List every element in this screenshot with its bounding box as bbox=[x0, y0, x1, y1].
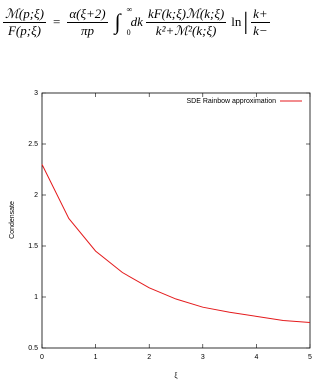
eq-text: ln bbox=[231, 14, 242, 29]
fraction: ℳ(p;ξ) F(p;ξ) bbox=[3, 6, 46, 39]
legend-label: SDE Rainbow approximation bbox=[187, 98, 277, 105]
eq-text: = bbox=[52, 14, 61, 29]
eq-text: kF(k;ξ)ℳ(k;ξ) bbox=[145, 5, 227, 23]
x-tick-label: 5 bbox=[308, 354, 312, 361]
eq-text: k+ bbox=[251, 5, 270, 23]
plot-frame bbox=[41, 92, 311, 349]
fraction: kF(k;ξ)ℳ(k;ξ) k²+ℳ²(k;ξ) bbox=[145, 5, 227, 39]
x-tick-label: 3 bbox=[201, 354, 205, 361]
x-tick-label: 4 bbox=[254, 354, 258, 361]
eq-text: F(p;ξ) bbox=[7, 22, 41, 38]
x-axis-label: ξ bbox=[174, 373, 177, 380]
fraction: α(ξ+2) πp bbox=[67, 5, 108, 39]
eq-text: dk bbox=[130, 14, 143, 29]
y-tick-label: 2.5 bbox=[28, 141, 38, 148]
x-tick-label: 0 bbox=[40, 354, 44, 361]
series-line bbox=[41, 164, 311, 323]
eq-text: k²+ℳ²(k;ξ) bbox=[155, 22, 217, 38]
y-tick-label: 3 bbox=[34, 90, 38, 97]
integral: ∫ ∞ 0 bbox=[114, 5, 133, 37]
x-tick-label: 1 bbox=[94, 354, 98, 361]
y-tick-label: 2 bbox=[34, 192, 38, 199]
y-tick-label: 1 bbox=[34, 294, 38, 301]
y-tick-label: 1.5 bbox=[28, 243, 38, 250]
equation: ℳ(p;ξ) F(p;ξ) = α(ξ+2) πp ∫ ∞ 0 dk kF(k;ξ)ℳ(… bbox=[3, 5, 270, 39]
eq-text: ∞ bbox=[126, 5, 133, 14]
eq-text: ℳ(p;ξ) bbox=[3, 5, 46, 23]
eq-text: k− bbox=[253, 22, 268, 38]
eq-text: πp bbox=[80, 22, 94, 38]
eq-text: α(ξ+2) bbox=[67, 5, 108, 23]
fraction: k+ k− bbox=[251, 6, 270, 39]
y-axis-label: Condensate bbox=[9, 201, 16, 239]
y-tick-label: 0.5 bbox=[28, 345, 38, 352]
eq-text: 0 bbox=[126, 28, 131, 37]
eq-text: ∫ bbox=[114, 9, 121, 34]
x-tick-label: 2 bbox=[147, 354, 151, 361]
